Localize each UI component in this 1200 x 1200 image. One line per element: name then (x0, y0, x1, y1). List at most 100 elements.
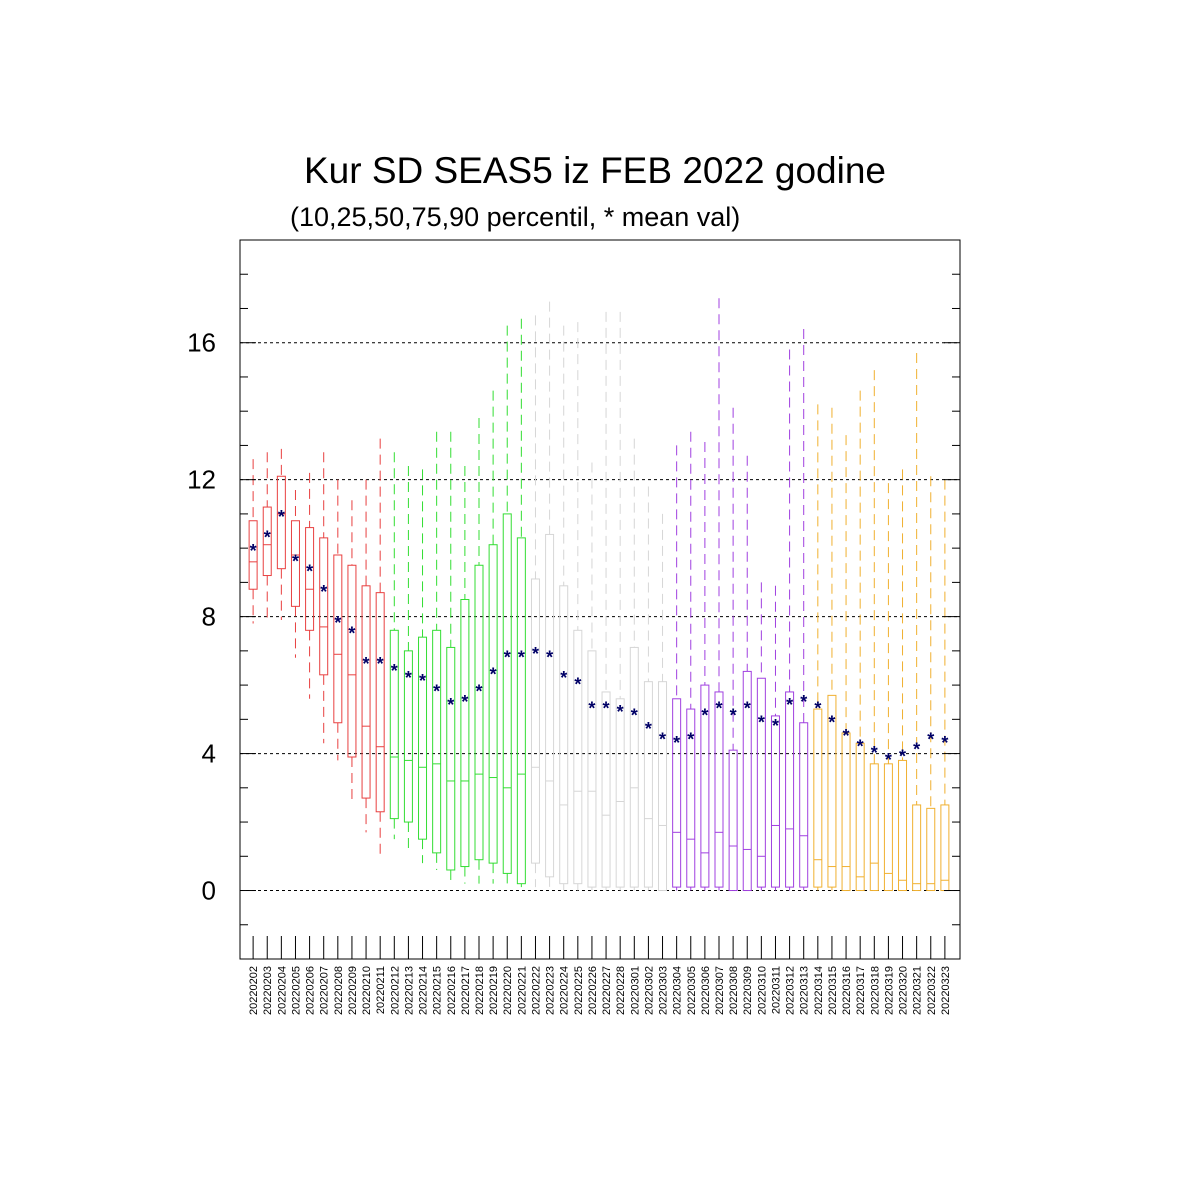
mean-marker: * (927, 729, 934, 749)
x-tick-label: 20220310 (756, 966, 768, 1015)
mean-marker: * (588, 699, 595, 719)
box (912, 804, 922, 892)
box (686, 708, 696, 888)
box (276, 475, 286, 570)
box (319, 537, 329, 676)
mean-marker: * (899, 747, 906, 767)
mean-marker: * (730, 705, 737, 725)
box (545, 533, 555, 878)
box (389, 629, 399, 820)
x-tick-label: 20220207 (319, 966, 331, 1015)
box (601, 691, 611, 888)
mean-marker: * (490, 664, 497, 684)
x-tick-label: 20220309 (742, 966, 754, 1015)
chart-subtitle: (10,25,50,75,90 percentil, * mean val) (290, 202, 741, 232)
box (248, 520, 258, 590)
mean-marker: * (617, 702, 624, 722)
mean-marker: * (405, 668, 412, 688)
x-tick-label: 20220220 (502, 966, 514, 1015)
box (827, 694, 837, 888)
x-tick-label: 20220306 (700, 966, 712, 1015)
mean-marker: * (348, 623, 355, 643)
box (926, 807, 936, 892)
mean-marker: * (546, 647, 553, 667)
grid-lines (240, 342, 960, 892)
box (530, 578, 540, 864)
x-tick-label: 20220301 (629, 966, 641, 1015)
box (714, 691, 724, 888)
mean-marker: * (574, 675, 581, 695)
y-tick-label: 16 (187, 328, 216, 358)
x-tick-label: 20220308 (728, 966, 740, 1015)
x-tick-label: 20220221 (516, 966, 528, 1015)
box (347, 564, 357, 758)
x-tick-label: 20220228 (615, 966, 627, 1015)
mean-markers: * * * * * * * * * * * * * * * * * * * * * * * * * * * * * * * * * * * * * * * *… (250, 507, 949, 770)
mean-marker: * (772, 716, 779, 736)
mean-marker: * (941, 733, 948, 753)
box (262, 506, 272, 577)
x-tick-label: 20220322 (926, 966, 938, 1015)
x-tick-label: 20220318 (869, 966, 881, 1015)
x-tick-label: 20220204 (276, 966, 288, 1015)
x-tick-label: 20220210 (361, 966, 373, 1015)
x-tick-label: 20220305 (686, 966, 698, 1015)
x-tick-label: 20220218 (474, 966, 486, 1015)
x-tick-label: 20220319 (883, 966, 895, 1015)
x-tick-label: 20220219 (488, 966, 500, 1015)
x-tick-label: 20220211 (375, 966, 387, 1014)
x-tick-label: 20220307 (714, 966, 726, 1015)
box (403, 650, 413, 823)
box (375, 592, 385, 813)
box (432, 629, 442, 854)
x-tick-label: 20220323 (940, 966, 952, 1015)
x-tick-label: 20220321 (912, 966, 924, 1015)
box (855, 742, 865, 892)
box (742, 670, 752, 892)
y-tick-label: 0 (202, 876, 216, 906)
mean-marker: * (885, 750, 892, 770)
mean-marker: * (292, 551, 299, 571)
x-tick-label: 20220315 (827, 966, 839, 1015)
box (516, 537, 526, 885)
x-tick-label: 20220320 (898, 966, 910, 1015)
mean-marker: * (306, 562, 313, 582)
box (898, 759, 908, 892)
box (728, 749, 738, 892)
plot-frame (239, 239, 961, 960)
box (573, 629, 583, 885)
x-tick-label: 20220304 (672, 966, 684, 1015)
box (502, 513, 512, 874)
y-tick-label: 12 (187, 465, 216, 495)
box (883, 763, 893, 892)
mean-marker: * (857, 736, 864, 756)
x-tick-label: 20220202 (248, 966, 260, 1015)
x-tick-label: 20220317 (855, 966, 867, 1015)
box (700, 684, 710, 888)
mean-marker: * (363, 654, 370, 674)
mean-marker: * (843, 726, 850, 746)
x-tick-label: 20220224 (559, 966, 571, 1015)
x-tick-label: 20220313 (799, 966, 811, 1015)
mean-marker: * (758, 712, 765, 732)
mean-marker: * (278, 507, 285, 527)
x-tick-label: 20220205 (290, 966, 302, 1015)
box (361, 585, 371, 799)
box (460, 599, 470, 868)
box (813, 708, 823, 888)
mean-marker: * (518, 647, 525, 667)
x-tick-label: 20220226 (587, 966, 599, 1015)
mean-marker: * (264, 527, 271, 547)
x-tick-label: 20220223 (545, 966, 557, 1015)
box (629, 646, 639, 888)
box (305, 527, 315, 631)
x-tick-label: 20220209 (347, 966, 359, 1015)
box (559, 585, 569, 885)
box (658, 681, 668, 892)
x-tick-label: 20220213 (403, 966, 415, 1015)
mean-marker: * (715, 699, 722, 719)
mean-marker: * (475, 682, 482, 702)
mean-marker: * (250, 541, 257, 561)
box (587, 650, 597, 888)
box (615, 698, 625, 888)
